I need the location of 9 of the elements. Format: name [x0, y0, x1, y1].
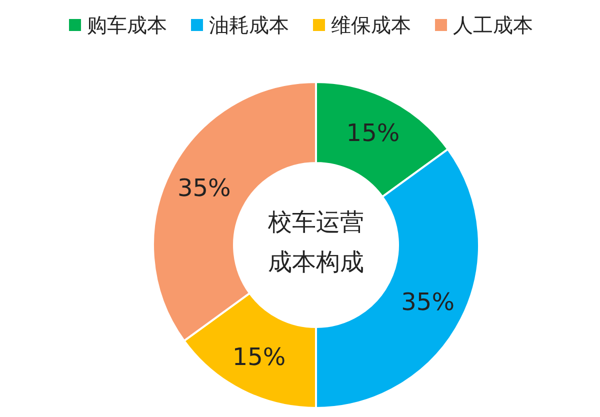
- legend-label: 购车成本: [87, 13, 167, 37]
- legend-label: 人工成本: [453, 13, 533, 37]
- legend-label: 油耗成本: [209, 13, 289, 37]
- text: 校车运营成本构成: [267, 208, 364, 276]
- data-label: 15%: [346, 119, 400, 148]
- data-label: 35%: [178, 174, 231, 202]
- legend-label: 维保成本: [331, 13, 411, 37]
- data-label: 35%: [401, 288, 454, 316]
- data-label: 15%: [232, 342, 286, 371]
